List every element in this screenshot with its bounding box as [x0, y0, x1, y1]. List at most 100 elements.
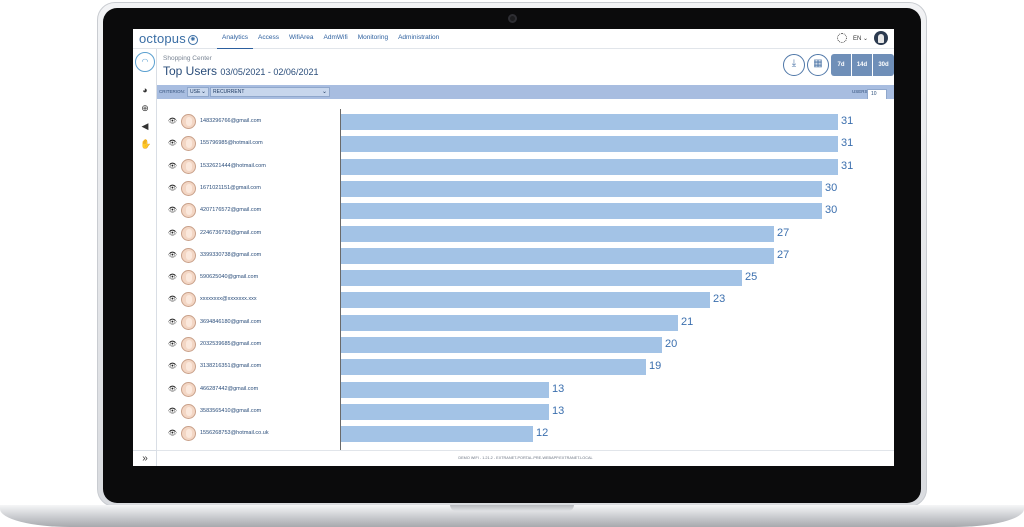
menu-monitoring[interactable]: Monitoring: [357, 34, 389, 41]
table-row: 👁 1483296766@gmail.com 31: [157, 112, 894, 132]
webcam: [508, 14, 517, 23]
criterion-select-value: USE: [190, 89, 201, 95]
language-selector[interactable]: EN ⌄: [853, 35, 868, 42]
user-email: 3694846180@gmail.com: [200, 318, 262, 325]
menu-admwifi[interactable]: AdmWifi: [323, 34, 348, 41]
eye-icon[interactable]: 👁: [168, 274, 177, 282]
period-30d-button[interactable]: 30d: [873, 54, 894, 76]
table-row: 👁 590625040@gmail.com 25: [157, 268, 894, 288]
bar[interactable]: [341, 314, 678, 331]
user-avatar-icon: [181, 426, 196, 442]
megaphone-icon[interactable]: ◀: [141, 121, 149, 131]
table-row: 👁 466287442@gmail.com 13: [157, 380, 894, 400]
hand-icon[interactable]: ✋: [140, 139, 152, 149]
table-row: 👁 xxxxxxxx@xxxxxxx.xxx 23: [157, 290, 894, 310]
laptop-base: [0, 505, 1024, 527]
eye-icon[interactable]: 👁: [168, 207, 177, 215]
top-navigation: octopus ✺ Analytics Access WifiArea AdmWi…: [133, 29, 894, 49]
user-email: 590625040@gmail.com: [200, 274, 259, 281]
nav-right: EN ⌄: [836, 31, 888, 45]
user-avatar-icon: [181, 381, 196, 397]
bar-value-label: 31: [841, 115, 854, 127]
page-title-text: Top Users: [163, 64, 218, 78]
table-row: 👁 3138216351@gmail.com 19: [157, 357, 894, 377]
user-email: xxxxxxxx@xxxxxxx.xxx: [200, 296, 257, 303]
menu-analytics[interactable]: Analytics: [217, 34, 254, 49]
eye-icon[interactable]: 👁: [168, 184, 177, 192]
menu-access[interactable]: Access: [258, 34, 279, 41]
bar-value-label: 31: [841, 159, 854, 172]
user-email: 155796985@hotmail.com: [200, 140, 263, 147]
user-avatar-icon: [181, 158, 196, 174]
bar[interactable]: [341, 337, 662, 353]
date-range: 03/05/2021 - 02/06/2021: [220, 67, 319, 77]
main-menu: Analytics Access WifiArea AdmWifi Monito…: [217, 34, 444, 49]
user-avatar-icon: [181, 136, 196, 152]
download-icon[interactable]: ⤓: [783, 54, 805, 76]
user-email: 1483296766@gmail.com: [200, 118, 262, 124]
bar-value-label: 20: [665, 338, 678, 350]
language-label: EN: [852, 35, 862, 42]
bar[interactable]: [341, 247, 774, 264]
pie-chart-icon[interactable]: ◕: [142, 85, 148, 95]
bar-value-label: 21: [681, 315, 694, 328]
table-row: 👁 2032539685@gmail.com 20: [157, 335, 894, 355]
bar[interactable]: [341, 403, 549, 420]
eye-icon[interactable]: 👁: [168, 229, 177, 237]
globe-icon[interactable]: ⊕: [141, 103, 149, 113]
bar[interactable]: [341, 381, 549, 398]
bar[interactable]: [341, 359, 646, 376]
bar-value-label: 30: [825, 181, 838, 194]
eye-icon[interactable]: 👁: [168, 385, 177, 393]
chevron-down-icon: ⌄: [200, 89, 206, 95]
bar[interactable]: [341, 203, 822, 220]
period-14d-button[interactable]: 14d: [852, 54, 873, 76]
user-avatar[interactable]: [874, 31, 888, 45]
bar[interactable]: [341, 292, 710, 309]
expand-sidebar-icon[interactable]: »: [133, 450, 157, 466]
app-logo[interactable]: octopus ✺: [139, 31, 198, 46]
eye-icon[interactable]: 👁: [168, 162, 177, 170]
filter-bar: CRITERION: USE ⌄ RECURRENT ⌄ USERS: [157, 85, 894, 99]
menu-wifiarea[interactable]: WifiArea: [288, 34, 314, 41]
bar-value-label: 30: [825, 204, 838, 217]
period-selector: 7d 14d 30d: [831, 54, 894, 76]
type-select[interactable]: RECURRENT ⌄: [210, 87, 330, 97]
eye-icon[interactable]: 👁: [168, 118, 177, 125]
chevron-down-icon: ⌄: [862, 35, 868, 42]
bar-value-label: 13: [552, 382, 565, 395]
bar[interactable]: [341, 270, 742, 287]
criterion-select[interactable]: USE ⌄: [187, 87, 209, 97]
bar-value-label: 23: [713, 293, 726, 306]
eye-icon[interactable]: 👁: [168, 318, 177, 326]
app-screen: octopus ✺ Analytics Access WifiArea AdmWi…: [133, 29, 894, 466]
bar[interactable]: [341, 225, 774, 242]
eye-icon[interactable]: 👁: [168, 251, 177, 259]
bar[interactable]: [341, 158, 838, 175]
table-row: 👁 155796985@hotmail.com 31: [157, 134, 894, 154]
wifi-icon[interactable]: ◠: [135, 52, 155, 72]
eye-icon[interactable]: 👁: [168, 341, 177, 348]
bar-value-label: 13: [552, 404, 565, 417]
bar[interactable]: [341, 426, 533, 443]
period-7d-button[interactable]: 7d: [831, 54, 852, 76]
bar[interactable]: [341, 136, 838, 153]
chevron-down-icon: ⌄: [321, 89, 327, 95]
eye-icon[interactable]: 👁: [168, 407, 177, 415]
bar[interactable]: [341, 114, 838, 130]
calendar-icon[interactable]: ▦: [807, 54, 829, 76]
user-email: 466287442@gmail.com: [200, 385, 259, 392]
eye-icon[interactable]: 👁: [168, 430, 177, 438]
bar[interactable]: [341, 180, 822, 197]
table-row: 👁 3694846180@gmail.com 21: [157, 313, 894, 333]
users-option-10[interactable]: 10: [871, 91, 877, 97]
user-email: 2246736793@gmail.com: [200, 229, 262, 236]
eye-icon[interactable]: 👁: [168, 363, 177, 371]
user-email: 3399330738@gmail.com: [200, 251, 262, 258]
eye-icon[interactable]: 👁: [168, 296, 177, 304]
eye-icon[interactable]: 👁: [168, 140, 177, 148]
bar-value-label: 19: [649, 360, 662, 373]
menu-administration[interactable]: Administration: [398, 34, 440, 41]
gear-icon[interactable]: [836, 33, 847, 43]
table-row: 👁 1556268753@hotmail.co.uk 12: [157, 424, 894, 444]
